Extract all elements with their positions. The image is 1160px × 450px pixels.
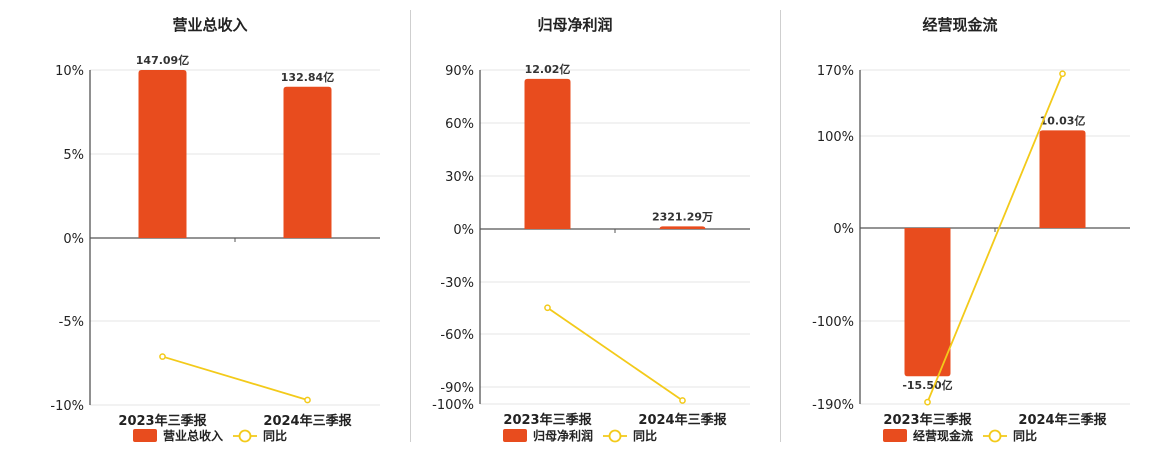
yoy-line — [546, 307, 684, 402]
chart-operating-cashflow: 经营现金流 170% 100% 0% -100% -190% 2023年三季报 -15.50亿… — [812, 16, 1130, 443]
y-tick-label: -5% — [59, 315, 84, 330]
y-tick-label: 170% — [817, 64, 854, 79]
bar-data-label: 10.03亿 — [1040, 113, 1086, 127]
bar-data-label: 2321.29万 — [652, 210, 713, 223]
legend-bar-label: 经营现金流 — [913, 428, 973, 443]
panel-divider — [410, 10, 411, 442]
legend-bar-swatch — [503, 429, 527, 442]
bar-data-label: 132.84亿 — [281, 70, 334, 84]
yoy-line — [926, 73, 1064, 403]
legend-line-label: 同比 — [1013, 428, 1037, 443]
y-tick-label: 10% — [55, 64, 84, 79]
y-tick-label: 5% — [63, 148, 84, 163]
y-tick-label: 0% — [63, 232, 84, 247]
yoy-point — [1059, 70, 1066, 78]
chart-revenue: 营业总收入 10% 5% 0% -5% -10% 2023年三季报 147.09亿 2024年三… — [50, 16, 380, 443]
legend-bar-swatch — [133, 429, 157, 442]
x-category-label: 2024年三季报 — [263, 413, 352, 429]
bar — [524, 78, 571, 229]
y-tick-label: 0% — [453, 223, 474, 238]
bar-data-label: 147.09亿 — [136, 53, 189, 67]
y-tick-label: -190% — [812, 398, 854, 413]
chart-title: 经营现金流 — [922, 16, 997, 34]
legend-line-marker — [988, 429, 1002, 443]
x-category-label: 2024年三季报 — [1018, 412, 1107, 428]
yoy-point — [544, 304, 551, 312]
legend-bar-label: 归母净利润 — [533, 428, 593, 443]
y-tick-label: -10% — [50, 399, 84, 414]
y-tick-label: -100% — [812, 315, 854, 330]
legend-bar-swatch — [883, 429, 907, 442]
y-tick-label: -90% — [440, 381, 474, 396]
bar — [138, 70, 187, 238]
x-category-label: 2023年三季报 — [883, 412, 972, 428]
legend-line-marker — [608, 429, 622, 443]
bar-data-label: -15.50亿 — [902, 378, 952, 392]
y-tick-label: 30% — [445, 170, 474, 185]
legend-bar-label: 营业总收入 — [163, 428, 223, 443]
chart-title: 归母净利润 — [537, 16, 612, 34]
x-category-label: 2024年三季报 — [638, 412, 727, 428]
yoy-point — [924, 398, 931, 406]
bar — [283, 86, 332, 238]
y-tick-label: 100% — [817, 130, 854, 145]
bar-data-label: 12.02亿 — [525, 62, 571, 76]
x-category-label: 2023年三季报 — [503, 412, 592, 428]
legend-line-label: 同比 — [263, 428, 287, 443]
bar — [659, 226, 706, 230]
yoy-point — [159, 353, 166, 360]
yoy-point — [679, 397, 686, 404]
y-tick-label: -100% — [432, 398, 474, 413]
y-tick-label: 60% — [445, 117, 474, 132]
y-tick-label: -60% — [440, 328, 474, 343]
y-tick-label: 90% — [445, 64, 474, 79]
y-tick-label: -30% — [440, 276, 474, 291]
bar — [904, 228, 951, 377]
yoy-point — [304, 396, 311, 404]
panel-divider — [780, 10, 781, 442]
x-category-label: 2023年三季报 — [118, 413, 207, 429]
bar — [1039, 130, 1086, 228]
yoy-line — [162, 355, 308, 401]
legend-line-marker — [238, 429, 252, 443]
y-tick-label: 0% — [833, 222, 854, 237]
chart-title: 营业总收入 — [172, 16, 247, 34]
chart-net-profit: 归母净利润 90% 60% 30% 0% -30% -60% -90% -100% 2023年三季… — [432, 16, 750, 443]
legend-line-label: 同比 — [633, 428, 657, 443]
